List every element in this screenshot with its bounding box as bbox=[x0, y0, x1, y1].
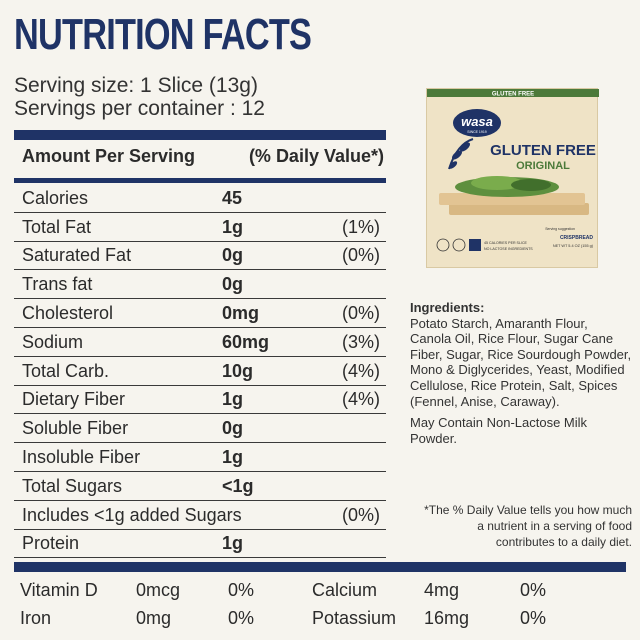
box-variant: ORIGINAL bbox=[516, 160, 570, 172]
nutrient-row: Total Fat 1g (1%) bbox=[14, 213, 386, 242]
leaf-icon bbox=[460, 142, 470, 152]
nutrient-name: Includes <1g added Sugars bbox=[22, 504, 242, 525]
nutrient-amount: 45 bbox=[222, 187, 243, 208]
ingredients-section: Ingredients: Potato Starch, Amaranth Flo… bbox=[410, 300, 632, 446]
nutrient-amount: 1g bbox=[222, 533, 244, 554]
box-product-type: CRISPBREAD bbox=[560, 235, 593, 241]
nutrient-table: Calories 45 Total Fat 1g (1%) Saturated Fat 0g… bbox=[14, 184, 386, 559]
vitamin-dv: 0% bbox=[520, 608, 547, 628]
nutrient-daily-value: (0%) bbox=[341, 504, 380, 525]
daily-value-label: (% Daily Value*) bbox=[248, 146, 384, 166]
vitamin-amount: 0mcg bbox=[136, 580, 181, 600]
vitamin-name: Vitamin D bbox=[20, 580, 98, 600]
topping-greens-icon bbox=[471, 176, 523, 190]
page-title: NUTRITION FACTS bbox=[14, 10, 312, 59]
nutrient-row: Sodium 60mg (3%) bbox=[14, 328, 386, 357]
serving-size: Serving size: 1 Slice (13g) bbox=[14, 74, 258, 97]
crispbread-slice-icon bbox=[439, 193, 585, 205]
nutrient-amount: 0mg bbox=[222, 302, 260, 323]
bottom-rule bbox=[14, 562, 626, 572]
vitamin-name: Potassium bbox=[312, 608, 397, 628]
nutrient-amount: 60mg bbox=[222, 331, 270, 352]
nutrient-name: Soluble Fiber bbox=[22, 418, 129, 439]
nutrient-row: Total Carb. 10g (4%) bbox=[14, 357, 386, 386]
amount-per-serving-label: Amount Per Serving bbox=[22, 146, 196, 166]
vitamin-amount: 0mg bbox=[136, 608, 172, 628]
box-claim-calories: 45 CALORIES PER SLICE bbox=[484, 241, 528, 245]
leaf-icon bbox=[452, 150, 462, 160]
nutrient-daily-value: (4%) bbox=[341, 389, 380, 410]
wasa-logo-icon bbox=[453, 109, 501, 137]
nutrient-row: Includes <1g added Sugars (0%) bbox=[14, 501, 386, 530]
box-brand: wasa bbox=[461, 114, 493, 129]
nutrient-amount: 1g bbox=[222, 389, 244, 410]
nutrient-name: Total Carb. bbox=[22, 360, 110, 381]
nutrient-name: Trans fat bbox=[22, 274, 93, 295]
nutrient-name: Calories bbox=[22, 187, 89, 208]
allergen-note: May Contain Non-Lactose Milk Powder. bbox=[410, 415, 588, 446]
nutrient-name: Protein bbox=[22, 533, 80, 554]
box-top-label: GLUTEN FREE bbox=[492, 92, 534, 98]
nutrient-name: Total Sugars bbox=[22, 475, 123, 496]
nutrient-daily-value: (1%) bbox=[341, 216, 380, 237]
nutrient-amount: 0g bbox=[222, 418, 244, 439]
nutrient-daily-value: (3%) bbox=[341, 331, 380, 352]
serving-info: Serving size: 1 Slice (13g) Servings per… bbox=[14, 74, 265, 120]
vitamin-row: Iron 0mg 0% Potassium 16mg 0% bbox=[0, 608, 640, 634]
nutrient-row: Calories 45 bbox=[14, 184, 386, 213]
header-rule bbox=[14, 178, 386, 183]
nutrient-row: Protein 1g bbox=[14, 530, 386, 559]
non-gmo-badge-icon bbox=[469, 239, 481, 251]
nutrient-row: Insoluble Fiber 1g bbox=[14, 443, 386, 472]
box-serving-suggestion: Serving suggestion bbox=[545, 227, 575, 231]
nutrient-daily-value: (0%) bbox=[341, 245, 380, 266]
vitamin-amount: 4mg bbox=[424, 580, 460, 600]
vitamin-name: Iron bbox=[20, 608, 52, 628]
vitamin-row: Vitamin D 0mcg 0% Calcium 4mg 0% bbox=[0, 580, 640, 606]
nutrient-row: Dietary Fiber 1g (4%) bbox=[14, 386, 386, 415]
nutrient-name: Cholesterol bbox=[22, 302, 114, 323]
ingredients-list: Potato Starch, Amaranth Flour, Canola Oi… bbox=[410, 315, 632, 409]
box-product-name: GLUTEN FREE bbox=[490, 142, 596, 159]
nutrient-name: Dietary Fiber bbox=[22, 389, 126, 410]
ingredients-title: Ingredients: bbox=[410, 300, 485, 315]
crispbread-slice-icon bbox=[449, 203, 589, 215]
nutrient-name: Saturated Fat bbox=[22, 245, 132, 266]
nutrient-amount: 1g bbox=[222, 216, 244, 237]
top-rule bbox=[14, 130, 386, 140]
nutrient-amount: 0g bbox=[222, 274, 244, 295]
leaf-icon bbox=[448, 161, 458, 169]
vitamin-dv: 0% bbox=[228, 580, 255, 600]
vitamin-name: Calcium bbox=[312, 580, 378, 600]
nutrient-row: Trans fat 0g bbox=[14, 270, 386, 300]
nutrient-daily-value: (0%) bbox=[341, 302, 380, 323]
vitamin-section: Vitamin D 0mcg 0% Calcium 4mg 0% Iron 0m… bbox=[0, 574, 640, 640]
nutrient-daily-value: (4%) bbox=[341, 360, 380, 381]
nutrient-amount: 0g bbox=[222, 245, 244, 266]
amount-header: Amount Per Serving (% Daily Value*) bbox=[22, 146, 384, 167]
box-brand-sub: SINCE 1919 bbox=[467, 130, 487, 134]
vitamin-amount: 16mg bbox=[424, 608, 470, 628]
nutrient-name: Sodium bbox=[22, 331, 84, 352]
nutrient-amount: <1g bbox=[222, 475, 254, 496]
badge-icon bbox=[436, 238, 450, 252]
nutrient-name: Total Fat bbox=[22, 216, 92, 237]
product-box-image: GLUTEN FREE wasa SINCE 1919 GLUTEN FREE … bbox=[426, 88, 599, 268]
badge-icon bbox=[452, 238, 466, 252]
box-claim-lactose: NO LACTOSE INGREDIENTS bbox=[484, 247, 533, 251]
nutrient-amount: 1g bbox=[222, 446, 244, 467]
vitamin-dv: 0% bbox=[520, 580, 547, 600]
nutrient-name: Insoluble Fiber bbox=[22, 446, 141, 467]
topping-greens-icon bbox=[511, 179, 551, 191]
vitamin-dv: 0% bbox=[228, 608, 255, 628]
servings-per-container: Servings per container : 12 bbox=[14, 97, 265, 120]
nutrient-row: Saturated Fat 0g (0%) bbox=[14, 242, 386, 271]
product-box-art: GLUTEN FREE wasa SINCE 1919 GLUTEN FREE … bbox=[427, 89, 599, 252]
nutrient-row: Total Sugars <1g bbox=[14, 472, 386, 501]
nutrient-row: Cholesterol 0mg (0%) bbox=[14, 299, 386, 328]
nutrient-row: Soluble Fiber 0g bbox=[14, 414, 386, 444]
nutrient-amount: 10g bbox=[222, 360, 254, 381]
daily-value-footnote: *The % Daily Value tells you how much a … bbox=[424, 503, 632, 549]
box-net-weight: NET WT 5.4 OZ (155 g) bbox=[553, 244, 594, 248]
